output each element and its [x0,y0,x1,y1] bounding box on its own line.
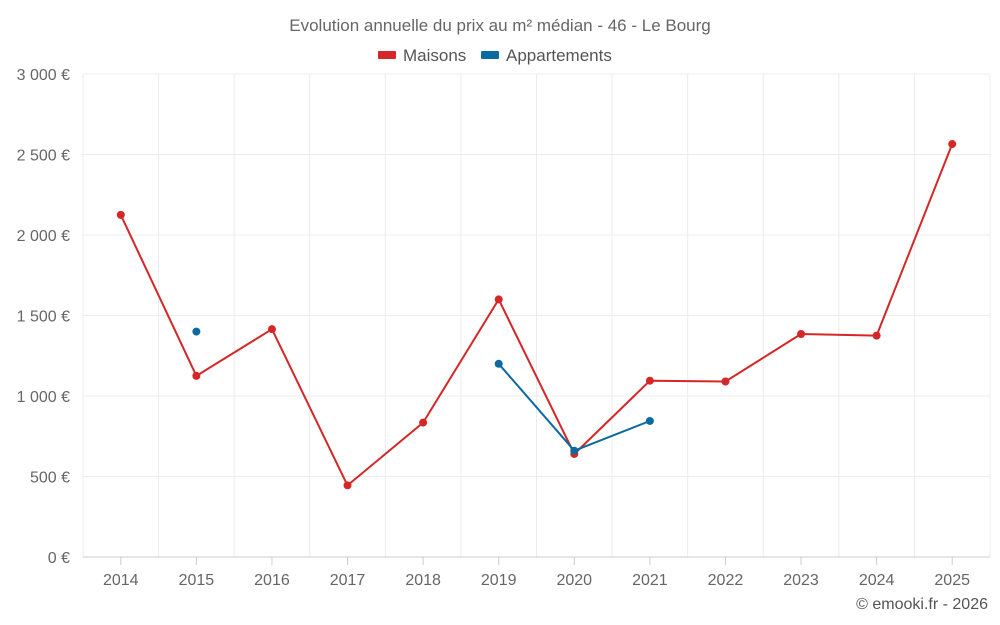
x-tick-label: 2017 [330,572,366,589]
legend-swatch-appartements [481,51,499,59]
legend: Maisons Appartements [378,46,612,65]
x-tick-label: 2014 [103,572,139,589]
legend-label-appartements: Appartements [506,46,612,65]
y-tick-label: 500 € [30,470,70,487]
legend-label-maisons: Maisons [403,46,466,65]
grid [82,73,991,557]
y-tick-label: 1 500 € [17,309,70,326]
credit-text: © emooki.fr - 2026 [856,596,988,613]
data-point-maisons-2021[interactable] [645,376,654,385]
series [116,140,957,490]
data-point-maisons-2016[interactable] [267,325,276,334]
data-point-maisons-2018[interactable] [419,418,428,427]
axes: 0 € 500 € 1 000 € 1 500 € 2 000 € 2 500 € 3 00… [17,67,990,589]
y-tick-label: 2 500 € [17,148,70,165]
x-tick-label: 2022 [708,572,744,589]
x-tick-label: 2018 [405,572,441,589]
data-point-maisons-2025[interactable] [948,140,957,149]
y-tick-label: 1 000 € [17,389,70,406]
data-point-maisons-2024[interactable] [872,331,881,340]
data-point-appartements-2021[interactable] [645,416,654,425]
y-tick-label: 2 000 € [17,228,70,245]
chart-title: Evolution annuelle du prix au m² médian … [289,16,710,35]
legend-swatch-maisons [378,51,396,59]
data-point-maisons-2014[interactable] [116,210,125,219]
data-point-maisons-2019[interactable] [494,295,503,304]
data-point-maisons-2023[interactable] [797,330,806,339]
series-appartements [192,327,654,455]
x-tick-label: 2019 [481,572,517,589]
data-point-appartements-2015[interactable] [192,327,201,336]
x-tick-label: 2025 [934,572,970,589]
data-point-appartements-2020[interactable] [570,446,579,455]
series-maisons [116,140,957,490]
x-tick-label: 2016 [254,572,290,589]
data-point-appartements-2019[interactable] [494,359,503,368]
x-tick-label: 2015 [179,572,215,589]
data-point-maisons-2015[interactable] [192,371,201,380]
x-tick-label: 2024 [859,572,895,589]
data-point-maisons-2017[interactable] [343,481,352,490]
legend-item-maisons[interactable]: Maisons [378,46,466,65]
data-point-maisons-2022[interactable] [721,377,730,386]
legend-item-appartements[interactable]: Appartements [481,46,612,65]
x-tick-label: 2021 [632,572,668,589]
series-line-appartements [497,363,651,452]
x-tick-label: 2023 [783,572,819,589]
series-line-maisons [119,143,954,487]
y-tick-label: 0 € [48,550,70,567]
y-tick-label: 3 000 € [17,67,70,84]
x-tick-label: 2020 [556,572,592,589]
